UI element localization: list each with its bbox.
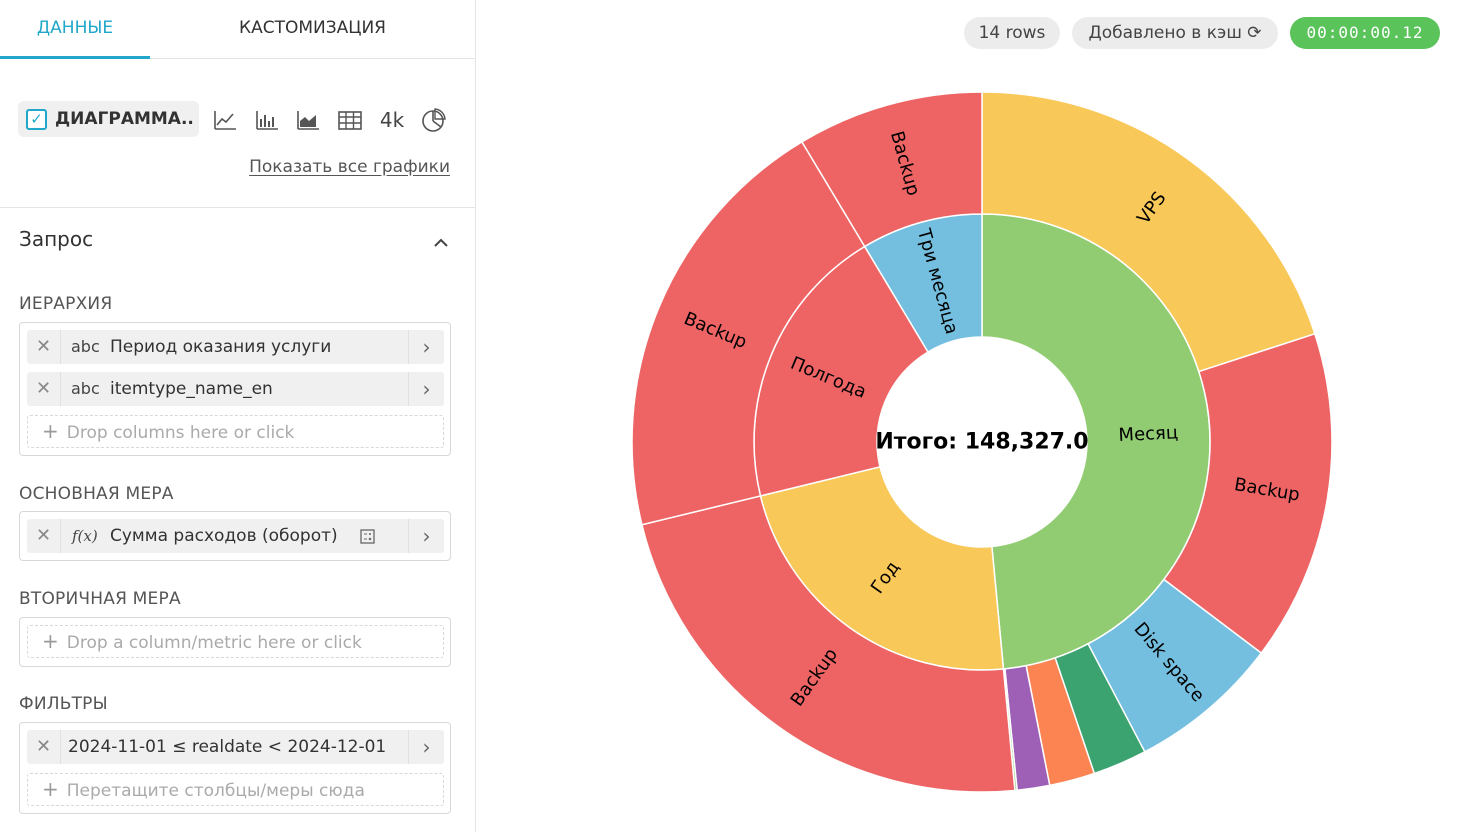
hierarchy-item[interactable]: ✕ abc Период оказания услуги ›: [27, 330, 444, 364]
hierarchy-drop-zone[interactable]: + Drop columns here or click: [27, 415, 444, 448]
hierarchy-box: ✕ abc Период оказания услуги › ✕ abc ite…: [19, 322, 451, 456]
filter-label: 2024-11-01 ≤ realdate < 2024-12-01: [68, 737, 387, 757]
filters-box: ✕ 2024-11-01 ≤ realdate < 2024-12-01 › +…: [19, 722, 451, 814]
remove-icon[interactable]: ✕: [27, 330, 61, 364]
pie-chart-icon[interactable]: [419, 106, 447, 134]
filters-drop-zone[interactable]: + Перетащите столбцы/меры сюда: [27, 773, 444, 806]
tab-customize[interactable]: КАСТОМИЗАЦИЯ: [239, 18, 386, 38]
type-badge: abc: [71, 379, 100, 398]
hierarchy-item-label: itemtype_name_en: [110, 379, 273, 399]
refresh-icon[interactable]: ⟳: [1247, 23, 1262, 43]
cache-badge[interactable]: Добавлено в кэш ⟳: [1072, 17, 1278, 49]
function-icon: f(x): [72, 527, 98, 545]
plus-icon: +: [42, 419, 59, 443]
metric-label: Сумма расходов (оборот): [110, 526, 338, 546]
viz-type-selector[interactable]: ✓ ДИАГРАММА...: [18, 101, 199, 137]
chevron-right-icon[interactable]: ›: [408, 330, 444, 364]
hierarchy-label: ИЕРАРХИЯ: [19, 294, 113, 314]
outer-segment[interactable]: [631, 140, 866, 526]
chevron-right-icon[interactable]: ›: [408, 519, 444, 553]
query-section-title: Запрос: [19, 227, 94, 251]
row-count-badge: 14 rows: [964, 17, 1060, 49]
remove-icon[interactable]: ✕: [27, 519, 61, 553]
chevron-up-icon[interactable]: [430, 232, 452, 254]
cache-label: Добавлено в кэш: [1088, 23, 1242, 43]
primary-metric-item[interactable]: ✕ f(x) Сумма расходов (оборот) ›: [27, 519, 444, 553]
primary-metric-label: ОСНОВНАЯ МЕРА: [19, 484, 174, 504]
center-hole: [877, 337, 1087, 547]
outer-segment[interactable]: [641, 495, 1016, 793]
outer-segment[interactable]: [800, 91, 983, 248]
calculator-icon: [360, 529, 375, 544]
filters-label: ФИЛЬТРЫ: [19, 694, 108, 714]
segment-label: Месяц: [1118, 422, 1179, 446]
control-panel: ДАННЫЕ КАСТОМИЗАЦИЯ ✓ ДИАГРАММА... 4k: [0, 0, 476, 832]
outer-segment[interactable]: [981, 91, 1316, 373]
viz-type-name: ДИАГРАММА...: [55, 109, 195, 129]
line-chart-icon[interactable]: [211, 106, 239, 134]
panel-tabs: ДАННЫЕ КАСТОМИЗАЦИЯ: [0, 0, 475, 59]
primary-metric-box: ✕ f(x) Сумма расходов (оборот) ›: [19, 511, 451, 561]
remove-icon[interactable]: ✕: [27, 372, 61, 406]
show-all-charts-link[interactable]: Показать все графики: [249, 157, 450, 177]
type-badge: abc: [71, 337, 100, 356]
chevron-right-icon[interactable]: ›: [408, 730, 444, 764]
area-chart-icon[interactable]: [294, 106, 322, 134]
plus-icon: +: [42, 777, 59, 801]
plus-icon: +: [42, 629, 59, 653]
table-icon[interactable]: [336, 106, 364, 134]
hierarchy-item[interactable]: ✕ abc itemtype_name_en ›: [27, 372, 444, 406]
drop-zone-label: Drop columns here or click: [66, 423, 295, 443]
hierarchy-item-label: Период оказания услуги: [110, 337, 332, 357]
remove-icon[interactable]: ✕: [27, 730, 61, 764]
chevron-right-icon[interactable]: ›: [408, 372, 444, 406]
big-number-icon[interactable]: 4k: [379, 108, 405, 132]
filter-item[interactable]: ✕ 2024-11-01 ≤ realdate < 2024-12-01 ›: [27, 730, 444, 764]
secondary-metric-drop-zone[interactable]: + Drop a column/metric here or click: [27, 625, 444, 658]
divider: [0, 207, 475, 208]
bar-chart-icon[interactable]: [253, 106, 281, 134]
total-label: Итого: 148,327.0: [875, 430, 1088, 455]
tab-data[interactable]: ДАННЫЕ: [0, 0, 150, 59]
drop-zone-label: Drop a column/metric here or click: [66, 633, 362, 653]
secondary-metric-box: + Drop a column/metric here or click: [19, 617, 451, 667]
secondary-metric-label: ВТОРИЧНАЯ МЕРА: [19, 589, 181, 609]
query-timer: 00:00:00.12: [1290, 17, 1440, 49]
checkbox-icon: ✓: [26, 109, 47, 130]
drop-zone-label: Перетащите столбцы/меры сюда: [66, 781, 365, 801]
viz-type-row: ✓ ДИАГРАММА... 4k: [18, 101, 458, 137]
